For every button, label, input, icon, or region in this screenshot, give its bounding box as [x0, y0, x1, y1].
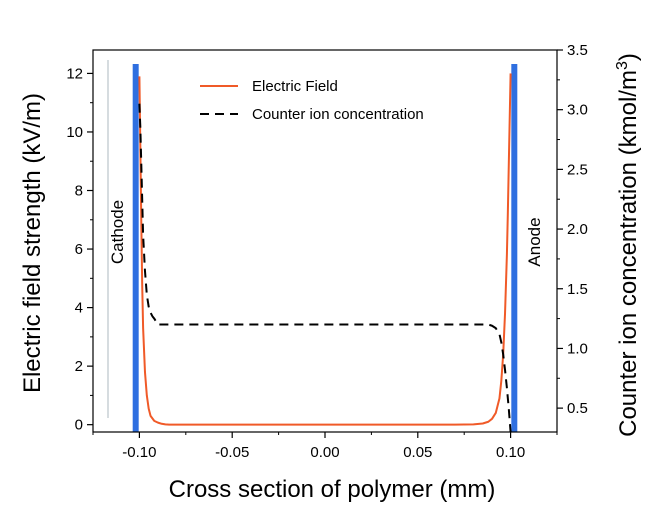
y-right-tick-label: 0.5: [567, 400, 588, 417]
series-line-0: [138, 73, 512, 426]
y-right-tick-label: 1.0: [567, 340, 588, 357]
y-left-axis-ticks: 0 2 4 6 8 10 12: [66, 65, 93, 434]
legend-label-electric-field: Electric Field: [252, 78, 338, 95]
y-left-tick-label: 2: [75, 358, 83, 375]
electrode-bar-anode: [511, 64, 518, 432]
y-right-axis-title-main: Counter ion concentration (kmol/m: [615, 70, 642, 437]
y-right-tick-label: 2.0: [567, 221, 588, 238]
y-right-axis-ticks: 0.5 1.0 1.5 2.0 2.5 3.0 3.5: [557, 42, 588, 417]
x-tick-label: 0.10: [496, 444, 525, 461]
y-left-tick-label: 12: [66, 65, 83, 82]
y-left-tick-label: 8: [75, 183, 83, 200]
legend-label-counter-ion: Counter ion concentration: [252, 106, 424, 123]
y-right-tick-label: 1.5: [567, 281, 588, 298]
y-left-tick-label: 6: [75, 241, 83, 258]
series-lines: [138, 73, 512, 433]
y-left-axis-title: Electric field strength (kV/m): [19, 93, 46, 393]
anode-label: Anode: [525, 217, 544, 266]
y-left-tick-label: 4: [75, 300, 83, 317]
electrode-bar-cathode: [132, 64, 139, 432]
y-left-tick-label: 10: [66, 124, 83, 141]
x-axis-ticks: -0.10 -0.05 0.00 0.05 0.10: [92, 432, 558, 461]
legend: Electric Field Counter ion concentration: [200, 78, 424, 123]
electrodes: [132, 64, 518, 432]
x-tick-label: -0.05: [215, 444, 249, 461]
y-left-tick-label: 0: [75, 417, 83, 434]
x-tick-label: -0.10: [122, 444, 156, 461]
x-tick-label: 0.05: [403, 444, 432, 461]
series-line-1: [138, 103, 512, 433]
cathode-label: Cathode: [108, 200, 127, 264]
x-tick-label: 0.00: [310, 444, 339, 461]
y-right-tick-label: 3.5: [567, 42, 588, 59]
y-right-axis-title-close: ): [615, 53, 642, 61]
y-right-tick-label: 3.0: [567, 102, 588, 119]
y-right-axis-title-sup: 3: [614, 61, 631, 70]
y-right-axis-title: Counter ion concentration (kmol/m3): [614, 53, 642, 437]
x-axis-title: Cross section of polymer (mm): [169, 476, 496, 503]
y-right-tick-label: 2.5: [567, 161, 588, 178]
